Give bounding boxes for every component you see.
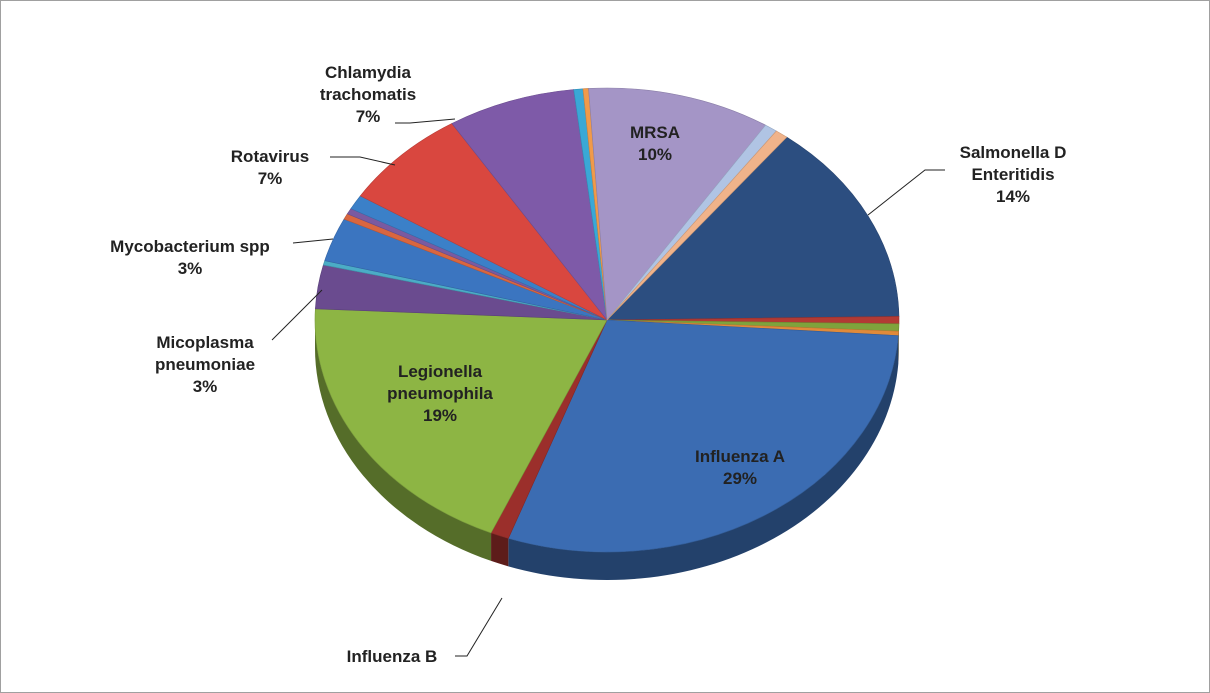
- value-label: 19%: [422, 406, 458, 425]
- category-label: Mycobacterium spp: [110, 237, 270, 256]
- data-label: Salmonella D Enteritidis 14%: [933, 142, 1093, 208]
- leader-line: [867, 169, 945, 216]
- value-label: 7%: [257, 169, 283, 188]
- value-label: 7%: [355, 107, 381, 126]
- slice: [606, 130, 788, 321]
- slice-side: [315, 320, 492, 561]
- slice-side: [508, 335, 899, 580]
- category-label: Micoplasma pneumoniae: [154, 333, 256, 374]
- value-label: 10%: [637, 145, 673, 164]
- slice: [588, 87, 767, 321]
- slice: [606, 136, 900, 321]
- slice-side: [491, 532, 509, 567]
- leader-line: [292, 238, 334, 244]
- slice: [359, 123, 608, 321]
- value-label: 14%: [995, 187, 1031, 206]
- leader-line: [271, 289, 323, 341]
- category-label: Rotavirus: [230, 147, 310, 166]
- slice: [507, 319, 899, 553]
- category-label: Legionella pneumophila: [387, 362, 493, 403]
- data-label: Legionella pneumophila 19%: [375, 361, 505, 427]
- category-label: Influenza A: [694, 447, 786, 466]
- data-label: MRSA 10%: [615, 122, 695, 166]
- pie-tops: [314, 87, 900, 553]
- leader-line: [455, 597, 503, 657]
- value-label: 3%: [192, 377, 218, 396]
- data-label: Influenza A 29%: [670, 446, 810, 490]
- pie-sides: [315, 320, 899, 580]
- data-label: Chlamydia trachomatis 7%: [313, 62, 423, 128]
- category-label: Chlamydia trachomatis: [319, 63, 417, 104]
- data-label: Influenza B: [327, 646, 457, 668]
- value-label: 29%: [722, 469, 758, 488]
- data-label: Rotavirus 7%: [210, 146, 330, 190]
- category-label: Influenza B: [346, 647, 438, 666]
- data-label: Mycobacterium spp 3%: [80, 236, 300, 280]
- category-label: Salmonella D Enteritidis: [959, 143, 1067, 184]
- slice: [451, 89, 608, 322]
- slice: [314, 308, 608, 534]
- leader-line: [330, 156, 396, 166]
- category-label: MRSA: [629, 123, 681, 142]
- value-label: 3%: [177, 259, 203, 278]
- data-label: Micoplasma pneumoniae 3%: [140, 332, 270, 398]
- leader-line: [395, 118, 456, 124]
